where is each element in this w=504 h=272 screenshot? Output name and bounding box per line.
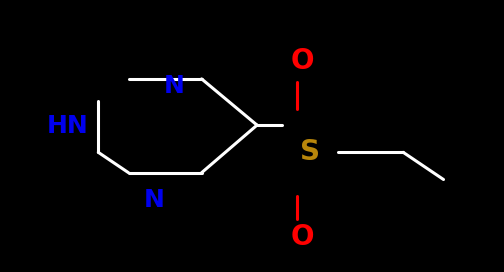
Text: N: N: [143, 188, 164, 212]
Text: O: O: [291, 47, 314, 75]
Text: HN: HN: [47, 115, 89, 138]
Text: O: O: [291, 223, 314, 251]
Text: S: S: [300, 138, 320, 166]
Text: N: N: [163, 74, 184, 98]
